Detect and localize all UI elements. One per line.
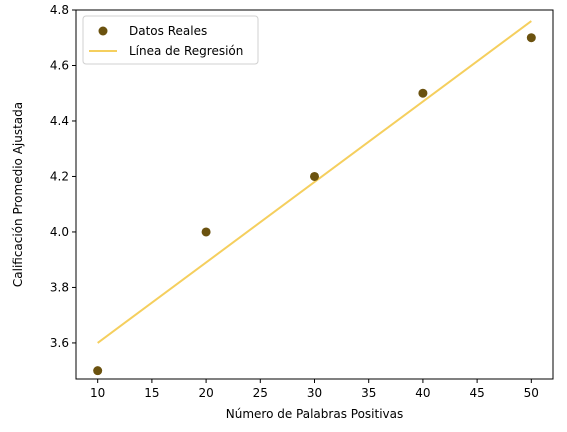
x-tick-label: 15 bbox=[144, 386, 159, 400]
legend-box bbox=[82, 15, 259, 65]
legend-marker bbox=[98, 26, 108, 36]
x-tick-label: 30 bbox=[307, 386, 322, 400]
y-tick-label: 3.6 bbox=[50, 336, 69, 350]
data-point bbox=[201, 227, 211, 237]
y-axis: 3.6 3.8 4.0 4.2 4.4 4.6 4.8 bbox=[50, 3, 76, 350]
plot-frame bbox=[75, 9, 554, 380]
data-point bbox=[526, 33, 536, 43]
x-tick-label: 25 bbox=[253, 386, 268, 400]
legend-label: Datos Reales bbox=[129, 24, 207, 38]
x-tick-label: 45 bbox=[469, 386, 484, 400]
x-axis-label: Número de Palabras Positivas bbox=[226, 407, 404, 421]
data-point bbox=[93, 366, 103, 376]
legend: Datos Reales Línea de Regresión bbox=[82, 15, 259, 65]
y-axis-label: Calificación Promedio Ajustada bbox=[11, 102, 25, 287]
y-tick-label: 4.4 bbox=[50, 114, 69, 128]
data-point bbox=[310, 171, 319, 181]
x-tick-label: 40 bbox=[415, 386, 430, 400]
regression-line bbox=[97, 20, 532, 344]
x-tick-label: 35 bbox=[361, 386, 376, 400]
plot-area bbox=[75, 9, 554, 380]
x-tick-label: 10 bbox=[90, 386, 105, 400]
data-point bbox=[418, 88, 428, 98]
legend-label: Línea de Regresión bbox=[129, 44, 243, 58]
x-axis: 10 15 20 25 30 35 40 45 50 bbox=[90, 379, 539, 400]
y-tick-label: 4.2 bbox=[50, 169, 69, 183]
y-tick-label: 4.6 bbox=[50, 58, 69, 72]
y-tick-label: 4.0 bbox=[50, 225, 69, 239]
x-tick-label: 50 bbox=[524, 386, 539, 400]
x-tick-label: 20 bbox=[198, 386, 213, 400]
y-tick-label: 4.8 bbox=[50, 3, 69, 17]
y-tick-label: 3.8 bbox=[50, 280, 69, 294]
